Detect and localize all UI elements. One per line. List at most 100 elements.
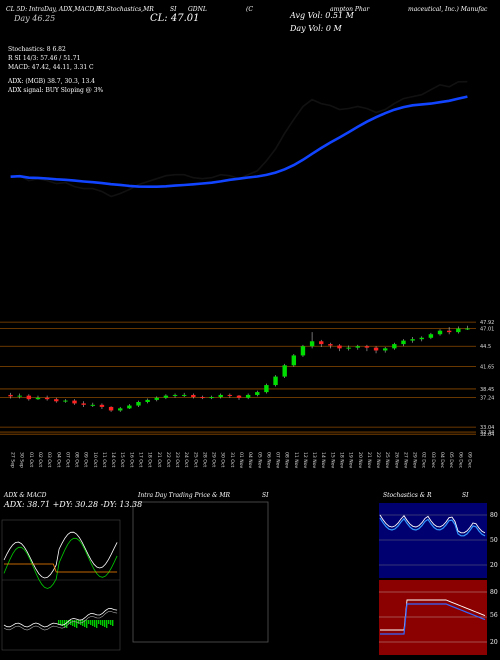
macd-bar [74,620,76,627]
date-label: 19 Nov [348,452,354,469]
price-level-label: 32.04 [480,432,494,438]
date-label: 04 Dec [439,452,445,469]
candle-body [364,346,370,348]
header-title: CL 5D: IntraDay, ADX,MACD,R [6,6,101,13]
macd-line [3,608,118,628]
date-label: 06 Dec [457,452,463,469]
date-label: 04 Oct [55,452,61,467]
candle-body [81,403,86,405]
adx-lines [3,531,118,589]
rsi-line [380,599,486,631]
price-level-label: 44.5 [480,344,491,350]
date-label: 02 Dec [421,452,427,469]
macd-bar [94,620,96,627]
macd-bar [66,620,68,628]
adx-signal-readout: ADX signal: BUY Sloping @ 3% [8,87,104,94]
candle-body [136,402,141,406]
price-level-label: 47.92 [480,320,494,326]
candle-body [99,404,105,407]
candle-body [44,397,50,400]
macd-bar [92,620,94,626]
candle-body [401,340,406,345]
price-level-label: 38.45 [480,387,494,393]
date-label: 25 Oct [192,452,198,467]
rsi-panel [379,580,487,655]
candle-body [209,397,214,399]
date-label: 27 Nov [402,452,408,469]
adx-panel-values: ADX: 38.71 +DY: 30.28 -DY: 13.38 [4,500,143,509]
candlesticks [8,325,470,412]
price-level-label: 33.04 [480,425,494,431]
stoch-tick-20: 20 [490,562,498,569]
date-label: 29 Oct [211,452,217,467]
adx-macd-title: ADX & MACD [4,492,47,499]
intraday-title-b: SI [262,492,269,499]
candle-body [17,395,22,397]
date-label: 05 Dec [448,452,454,469]
macd-bar [88,620,90,624]
candle-body [145,399,150,402]
company-prefix: (C [246,6,253,13]
moving-average-line [10,95,468,188]
candle-body [309,341,315,347]
stochastics-lines [379,514,486,537]
date-label: 15 Nov [329,452,335,469]
candle-body [465,328,470,330]
date-label: 02 Oct [37,452,43,467]
candle-body [300,346,306,356]
stoch-k-line [379,514,486,534]
adx-readout: ADX: (MGB) 38.7, 30.3, 13.4 [8,78,95,85]
price-chart: 47.0147.9244.541.6538.4537.2432.0432.343… [0,80,494,469]
date-label: 18 Nov [339,452,345,469]
candle-body [236,395,242,398]
candle-body [373,347,379,351]
candle-body [245,394,251,398]
macd-bar [84,620,86,627]
macd-signal-line [3,611,118,631]
date-label: 22 Oct [165,452,171,467]
candle-body [355,346,360,348]
candle-body [428,334,434,338]
date-label: 07 Oct [64,452,70,467]
date-label: 14 Nov [320,452,326,469]
date-label: 17 Oct [137,452,143,467]
candle-body [291,355,297,366]
candle-body [172,394,178,396]
day-value: 46.25 [32,14,56,23]
date-label: 01 Oct [28,452,34,467]
adx-macd-panel [1,519,121,651]
candle-body [328,344,333,346]
header-subtitle: SI,Stochastics,MR [98,6,154,13]
macd-bar [100,620,102,625]
day-label: Day [14,14,30,23]
macd-lines [3,608,118,631]
date-label: 11 Oct [101,452,107,467]
candle-body [218,394,223,398]
macd-bar [58,620,60,624]
candle-body [437,330,443,335]
rsi-lines [380,599,486,635]
candle-body [346,347,351,349]
candle-body [382,348,388,351]
date-axis-labels: 27 Sep 30 Sep 01 Oct 02 Oct 03 Oct 04 Oct 07 O… [10,452,473,469]
ticker-symbol: GDNL [188,6,207,13]
macd-bar [110,620,112,625]
date-label: 22 Nov [375,452,381,469]
candle-body [446,330,452,333]
date-label: 11 Nov [293,452,299,469]
candle-body [200,397,205,399]
date-label: 29 Nov [412,452,418,469]
date-label: 30 Sep [19,452,25,468]
stochastics-title-b: SI [462,492,469,499]
day-volume: Day Vol: 0 M [290,24,342,33]
date-label: 30 Oct [220,452,226,467]
candle-body [273,376,278,386]
candle-body [410,339,415,341]
price-level-label: 41.65 [480,364,494,370]
macd-bar [60,620,62,625]
minus-di-line [4,563,118,573]
candle-body [163,395,169,398]
stochastics-readout: Stochastics: 8 6.82 [8,46,66,53]
macd-bar [76,620,78,628]
